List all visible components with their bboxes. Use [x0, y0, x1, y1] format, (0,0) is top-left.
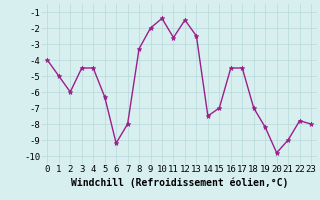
X-axis label: Windchill (Refroidissement éolien,°C): Windchill (Refroidissement éolien,°C)	[70, 177, 288, 188]
